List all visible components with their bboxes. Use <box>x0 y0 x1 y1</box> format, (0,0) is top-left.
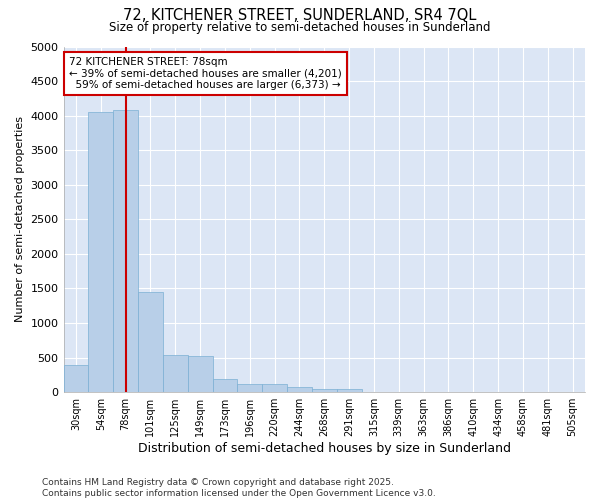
X-axis label: Distribution of semi-detached houses by size in Sunderland: Distribution of semi-detached houses by … <box>138 442 511 455</box>
Bar <box>64 364 88 392</box>
Text: Size of property relative to semi-detached houses in Sunderland: Size of property relative to semi-detach… <box>109 21 491 34</box>
Bar <box>287 387 312 392</box>
Bar <box>163 355 188 392</box>
Bar <box>337 390 362 392</box>
Bar <box>138 292 163 392</box>
Text: 72, KITCHENER STREET, SUNDERLAND, SR4 7QL: 72, KITCHENER STREET, SUNDERLAND, SR4 7Q… <box>124 8 476 22</box>
Text: 72 KITCHENER STREET: 78sqm
← 39% of semi-detached houses are smaller (4,201)
  5: 72 KITCHENER STREET: 78sqm ← 39% of semi… <box>69 57 341 90</box>
Bar <box>113 110 138 392</box>
Bar <box>88 112 113 392</box>
Y-axis label: Number of semi-detached properties: Number of semi-detached properties <box>15 116 25 322</box>
Bar <box>262 384 287 392</box>
Bar <box>212 379 238 392</box>
Bar <box>188 356 212 392</box>
Bar <box>238 384 262 392</box>
Text: Contains HM Land Registry data © Crown copyright and database right 2025.
Contai: Contains HM Land Registry data © Crown c… <box>42 478 436 498</box>
Bar <box>312 389 337 392</box>
